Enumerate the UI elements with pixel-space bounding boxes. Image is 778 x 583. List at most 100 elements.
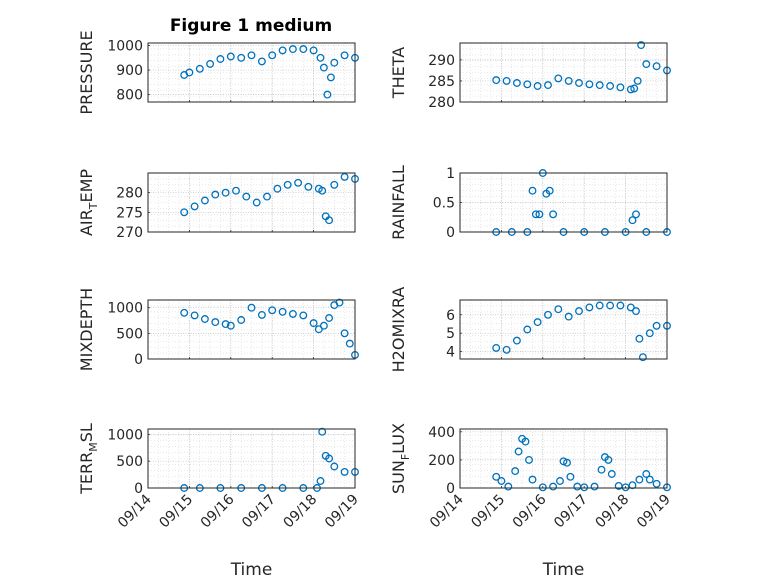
y-tick-label: 500 bbox=[116, 454, 143, 470]
axes-frame bbox=[147, 42, 356, 103]
data-point bbox=[325, 314, 334, 322]
data-point bbox=[325, 454, 334, 463]
data-point bbox=[304, 182, 313, 191]
axes-frame bbox=[459, 42, 668, 103]
data-point bbox=[497, 477, 506, 485]
data-point bbox=[642, 60, 651, 69]
y-tick-label: 200 bbox=[428, 453, 455, 469]
subplot-8: 0 200 400 SUNFLUX 09/14 09/15 09/16 09/17 09/18 0… bbox=[389, 423, 674, 580]
data-point bbox=[340, 467, 349, 476]
y-tick-label: 6 bbox=[446, 308, 455, 324]
data-point bbox=[283, 180, 292, 189]
data-point bbox=[597, 465, 606, 474]
y-tick-label: 500 bbox=[116, 326, 143, 342]
data-point bbox=[335, 298, 344, 307]
data-point bbox=[652, 321, 661, 330]
y-label-subscript: F bbox=[399, 454, 412, 460]
data-point bbox=[216, 55, 225, 63]
data-point bbox=[278, 307, 287, 316]
y-tick-label: 285 bbox=[428, 74, 455, 90]
data-point bbox=[642, 470, 651, 478]
y-axis-label: SUNFLUX bbox=[389, 423, 412, 494]
x-tick-label: 09/18 bbox=[281, 492, 321, 532]
data-point bbox=[523, 325, 532, 334]
data-point bbox=[549, 210, 558, 219]
y-tick-label: 280 bbox=[116, 186, 143, 202]
axes-frame bbox=[459, 428, 668, 489]
data-point bbox=[566, 472, 575, 481]
y-label-main: SUN bbox=[389, 460, 408, 494]
data-point bbox=[604, 455, 613, 464]
data-point bbox=[628, 216, 637, 225]
data-point bbox=[195, 64, 204, 73]
data-point bbox=[512, 336, 521, 345]
data-point bbox=[544, 310, 552, 319]
y-label-rest: SL bbox=[77, 423, 96, 442]
data-point bbox=[595, 81, 604, 90]
y-axis-label: RAINFALL bbox=[389, 165, 408, 240]
data-point bbox=[628, 481, 637, 490]
data-point bbox=[626, 303, 635, 312]
data-point bbox=[294, 178, 303, 187]
data-point bbox=[585, 80, 594, 89]
data-point bbox=[206, 59, 215, 68]
data-point bbox=[635, 475, 644, 484]
data-point bbox=[528, 475, 537, 484]
axes-background bbox=[460, 300, 667, 359]
x-tick-label: 09/17 bbox=[239, 492, 279, 532]
subplot-2: 280 285 290 THETA bbox=[389, 41, 671, 111]
data-point bbox=[309, 319, 318, 328]
data-point bbox=[211, 190, 220, 199]
data-point bbox=[288, 309, 297, 318]
y-label-rest: LUX bbox=[389, 423, 408, 454]
y-tick-label: 270 bbox=[116, 225, 143, 241]
data-point bbox=[554, 305, 563, 314]
data-point bbox=[545, 186, 554, 195]
data-point bbox=[318, 186, 327, 195]
data-point bbox=[580, 483, 589, 492]
data-point bbox=[645, 475, 654, 484]
data-point bbox=[632, 210, 640, 219]
y-tick-label: 0.5 bbox=[433, 196, 455, 212]
y-axis-label: TERRMSL bbox=[77, 423, 100, 495]
data-point bbox=[523, 80, 532, 89]
x-tick-label: 09/14 bbox=[427, 491, 467, 531]
data-point bbox=[528, 186, 537, 195]
data-point bbox=[200, 196, 209, 205]
data-point bbox=[242, 192, 251, 201]
y-axis-label: MIXDEPTH bbox=[77, 288, 96, 371]
data-point bbox=[330, 462, 339, 471]
y-tick-label: 280 bbox=[428, 95, 455, 111]
data-point bbox=[288, 45, 297, 54]
data-point bbox=[564, 312, 573, 321]
data-point bbox=[257, 310, 266, 319]
y-label-main: TERR bbox=[77, 452, 96, 495]
axes-frame bbox=[147, 299, 356, 360]
y-tick-label: 0 bbox=[134, 481, 143, 497]
data-point bbox=[319, 321, 328, 330]
axes-frame bbox=[459, 299, 668, 360]
subplot-4: 0 0.5 1 RAINFALL bbox=[389, 165, 671, 241]
data-point bbox=[512, 79, 521, 87]
y-label-subscript: T bbox=[87, 202, 100, 210]
data-point bbox=[247, 51, 256, 60]
data-point bbox=[626, 85, 635, 94]
data-point bbox=[645, 329, 654, 338]
y-axis-label: PRESSURE bbox=[77, 30, 96, 114]
data-point bbox=[575, 307, 583, 316]
data-point bbox=[345, 339, 354, 348]
data-point bbox=[521, 437, 530, 446]
axes-frame bbox=[147, 428, 356, 489]
y-tick-label: 1000 bbox=[107, 38, 143, 54]
data-point bbox=[502, 76, 511, 85]
data-point bbox=[511, 467, 520, 476]
data-point bbox=[268, 306, 277, 315]
x-tick-label: 09/19 bbox=[634, 492, 674, 532]
data-point bbox=[595, 301, 604, 310]
data-point bbox=[257, 57, 266, 66]
data-point bbox=[554, 74, 563, 83]
data-point bbox=[502, 345, 511, 354]
y-tick-label: 0 bbox=[446, 481, 455, 497]
axes-background bbox=[148, 173, 355, 232]
data-point bbox=[340, 329, 349, 338]
